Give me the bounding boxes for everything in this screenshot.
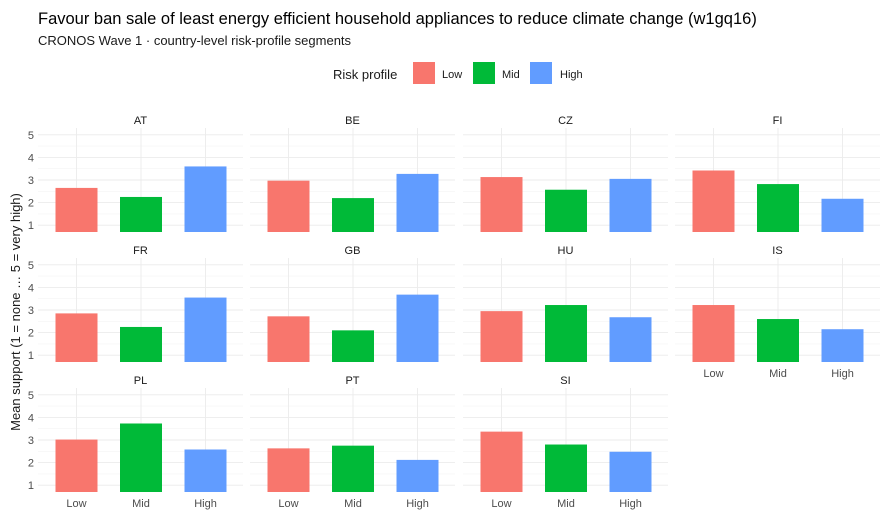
facet-label: BE: [345, 115, 360, 127]
facet-panel-gb: GB: [250, 245, 455, 362]
facet-label: FR: [133, 245, 148, 257]
bar-is-high: [821, 329, 864, 362]
bar-fi-low: [692, 170, 735, 232]
x-tick-label: Low: [278, 498, 298, 510]
bar-pt-low: [267, 448, 310, 492]
y-tick-label: 2: [28, 458, 34, 470]
y-tick-label: 4: [28, 412, 34, 424]
y-tick-label: 2: [28, 198, 34, 210]
facet-label: HU: [558, 245, 574, 257]
x-tick-label: High: [619, 498, 642, 510]
x-tick-label: High: [406, 498, 429, 510]
x-tick-label: Mid: [132, 498, 150, 510]
bar-pl-mid: [120, 423, 162, 492]
x-tick-label: High: [831, 368, 854, 380]
bar-at-low: [55, 187, 98, 232]
bar-fi-high: [821, 198, 864, 232]
bar-fr-low: [55, 313, 98, 362]
bar-hu-mid: [545, 305, 587, 362]
facet-label: CZ: [558, 115, 573, 127]
facet-panel-is: IS Low Mid High: [675, 245, 880, 380]
y-tick-label: 2: [28, 328, 34, 340]
x-tick-label: Mid: [769, 368, 787, 380]
x-tick-label: Low: [491, 498, 511, 510]
bar-gb-low: [267, 316, 310, 362]
bar-cz-high: [609, 178, 652, 232]
bar-be-low: [267, 180, 310, 232]
x-tick-label: Mid: [557, 498, 575, 510]
facet-label: PT: [345, 375, 359, 387]
facet-panels: AT 1 2 3 4 5 BE CZ FI FR 1 2 3 4 5 GB HU IS Low Mid High PL 1 2…: [28, 115, 880, 510]
y-tick-label: 3: [28, 175, 34, 187]
facet-panel-fr: FR 1 2 3 4 5: [28, 245, 243, 362]
bar-fr-mid: [120, 326, 162, 362]
bar-fr-high: [184, 297, 227, 362]
facet-label: IS: [772, 245, 782, 257]
y-tick-label: 1: [28, 480, 34, 492]
bar-be-mid: [332, 198, 374, 232]
bar-at-high: [184, 166, 227, 232]
bar-pt-high: [396, 459, 439, 492]
bar-gb-mid: [332, 330, 374, 362]
bar-pt-mid: [332, 445, 374, 492]
facet-panel-pt: PT Low Mid High: [250, 375, 455, 510]
facet-panel-cz: CZ: [463, 115, 668, 232]
legend-swatch-high: [530, 62, 552, 84]
facet-label: SI: [560, 375, 570, 387]
bar-hu-high: [609, 317, 652, 362]
legend-title: Risk profile: [333, 67, 397, 82]
y-tick-label: 1: [28, 220, 34, 232]
x-tick-label: Mid: [344, 498, 362, 510]
facet-panel-fi: FI: [675, 115, 880, 232]
y-tick-label: 5: [28, 130, 34, 142]
legend-label-low: Low: [442, 69, 462, 81]
y-axis-label: Mean support (1 = none … 5 = very high): [8, 193, 23, 431]
facet-panel-pl: PL 1 2 3 4 5 Low Mid High: [28, 375, 243, 510]
bar-pl-low: [55, 439, 98, 492]
y-tick-label: 3: [28, 435, 34, 447]
chart-subtitle: CRONOS Wave 1 · country-level risk-profi…: [38, 33, 352, 48]
y-tick-label: 5: [28, 260, 34, 272]
bar-pl-high: [184, 449, 227, 492]
bar-cz-mid: [545, 189, 587, 232]
y-tick-label: 1: [28, 350, 34, 362]
bar-si-high: [609, 451, 652, 492]
x-tick-label: High: [194, 498, 217, 510]
chart-title: Favour ban sale of least energy efficien…: [38, 10, 757, 28]
facet-label: AT: [134, 115, 148, 127]
facet-label: GB: [345, 245, 361, 257]
bar-is-low: [692, 305, 735, 362]
legend-label-mid: Mid: [502, 69, 520, 81]
bar-si-mid: [545, 444, 587, 492]
facet-panel-be: BE: [250, 115, 455, 232]
y-tick-label: 3: [28, 305, 34, 317]
bar-cz-low: [480, 177, 523, 232]
y-tick-label: 5: [28, 390, 34, 402]
facet-label: FI: [773, 115, 783, 127]
facet-label: PL: [134, 375, 147, 387]
bar-hu-low: [480, 311, 523, 362]
facet-panel-si: SI Low Mid High: [463, 375, 668, 510]
facet-panel-hu: HU: [463, 245, 668, 362]
legend-label-high: High: [560, 69, 583, 81]
x-tick-label: Low: [703, 368, 723, 380]
bar-is-mid: [757, 319, 799, 362]
legend-swatch-mid: [473, 62, 495, 84]
legend-swatch-low: [413, 62, 435, 84]
bar-fi-mid: [757, 184, 799, 232]
facet-panel-at: AT 1 2 3 4 5: [28, 115, 243, 232]
y-tick-label: 4: [28, 282, 34, 294]
bar-gb-high: [396, 294, 439, 362]
bar-at-mid: [120, 196, 162, 232]
y-tick-label: 4: [28, 152, 34, 164]
bar-si-low: [480, 431, 523, 492]
legend: Risk profile Low Mid High: [333, 62, 583, 84]
bar-be-high: [396, 173, 439, 232]
x-tick-label: Low: [66, 498, 86, 510]
